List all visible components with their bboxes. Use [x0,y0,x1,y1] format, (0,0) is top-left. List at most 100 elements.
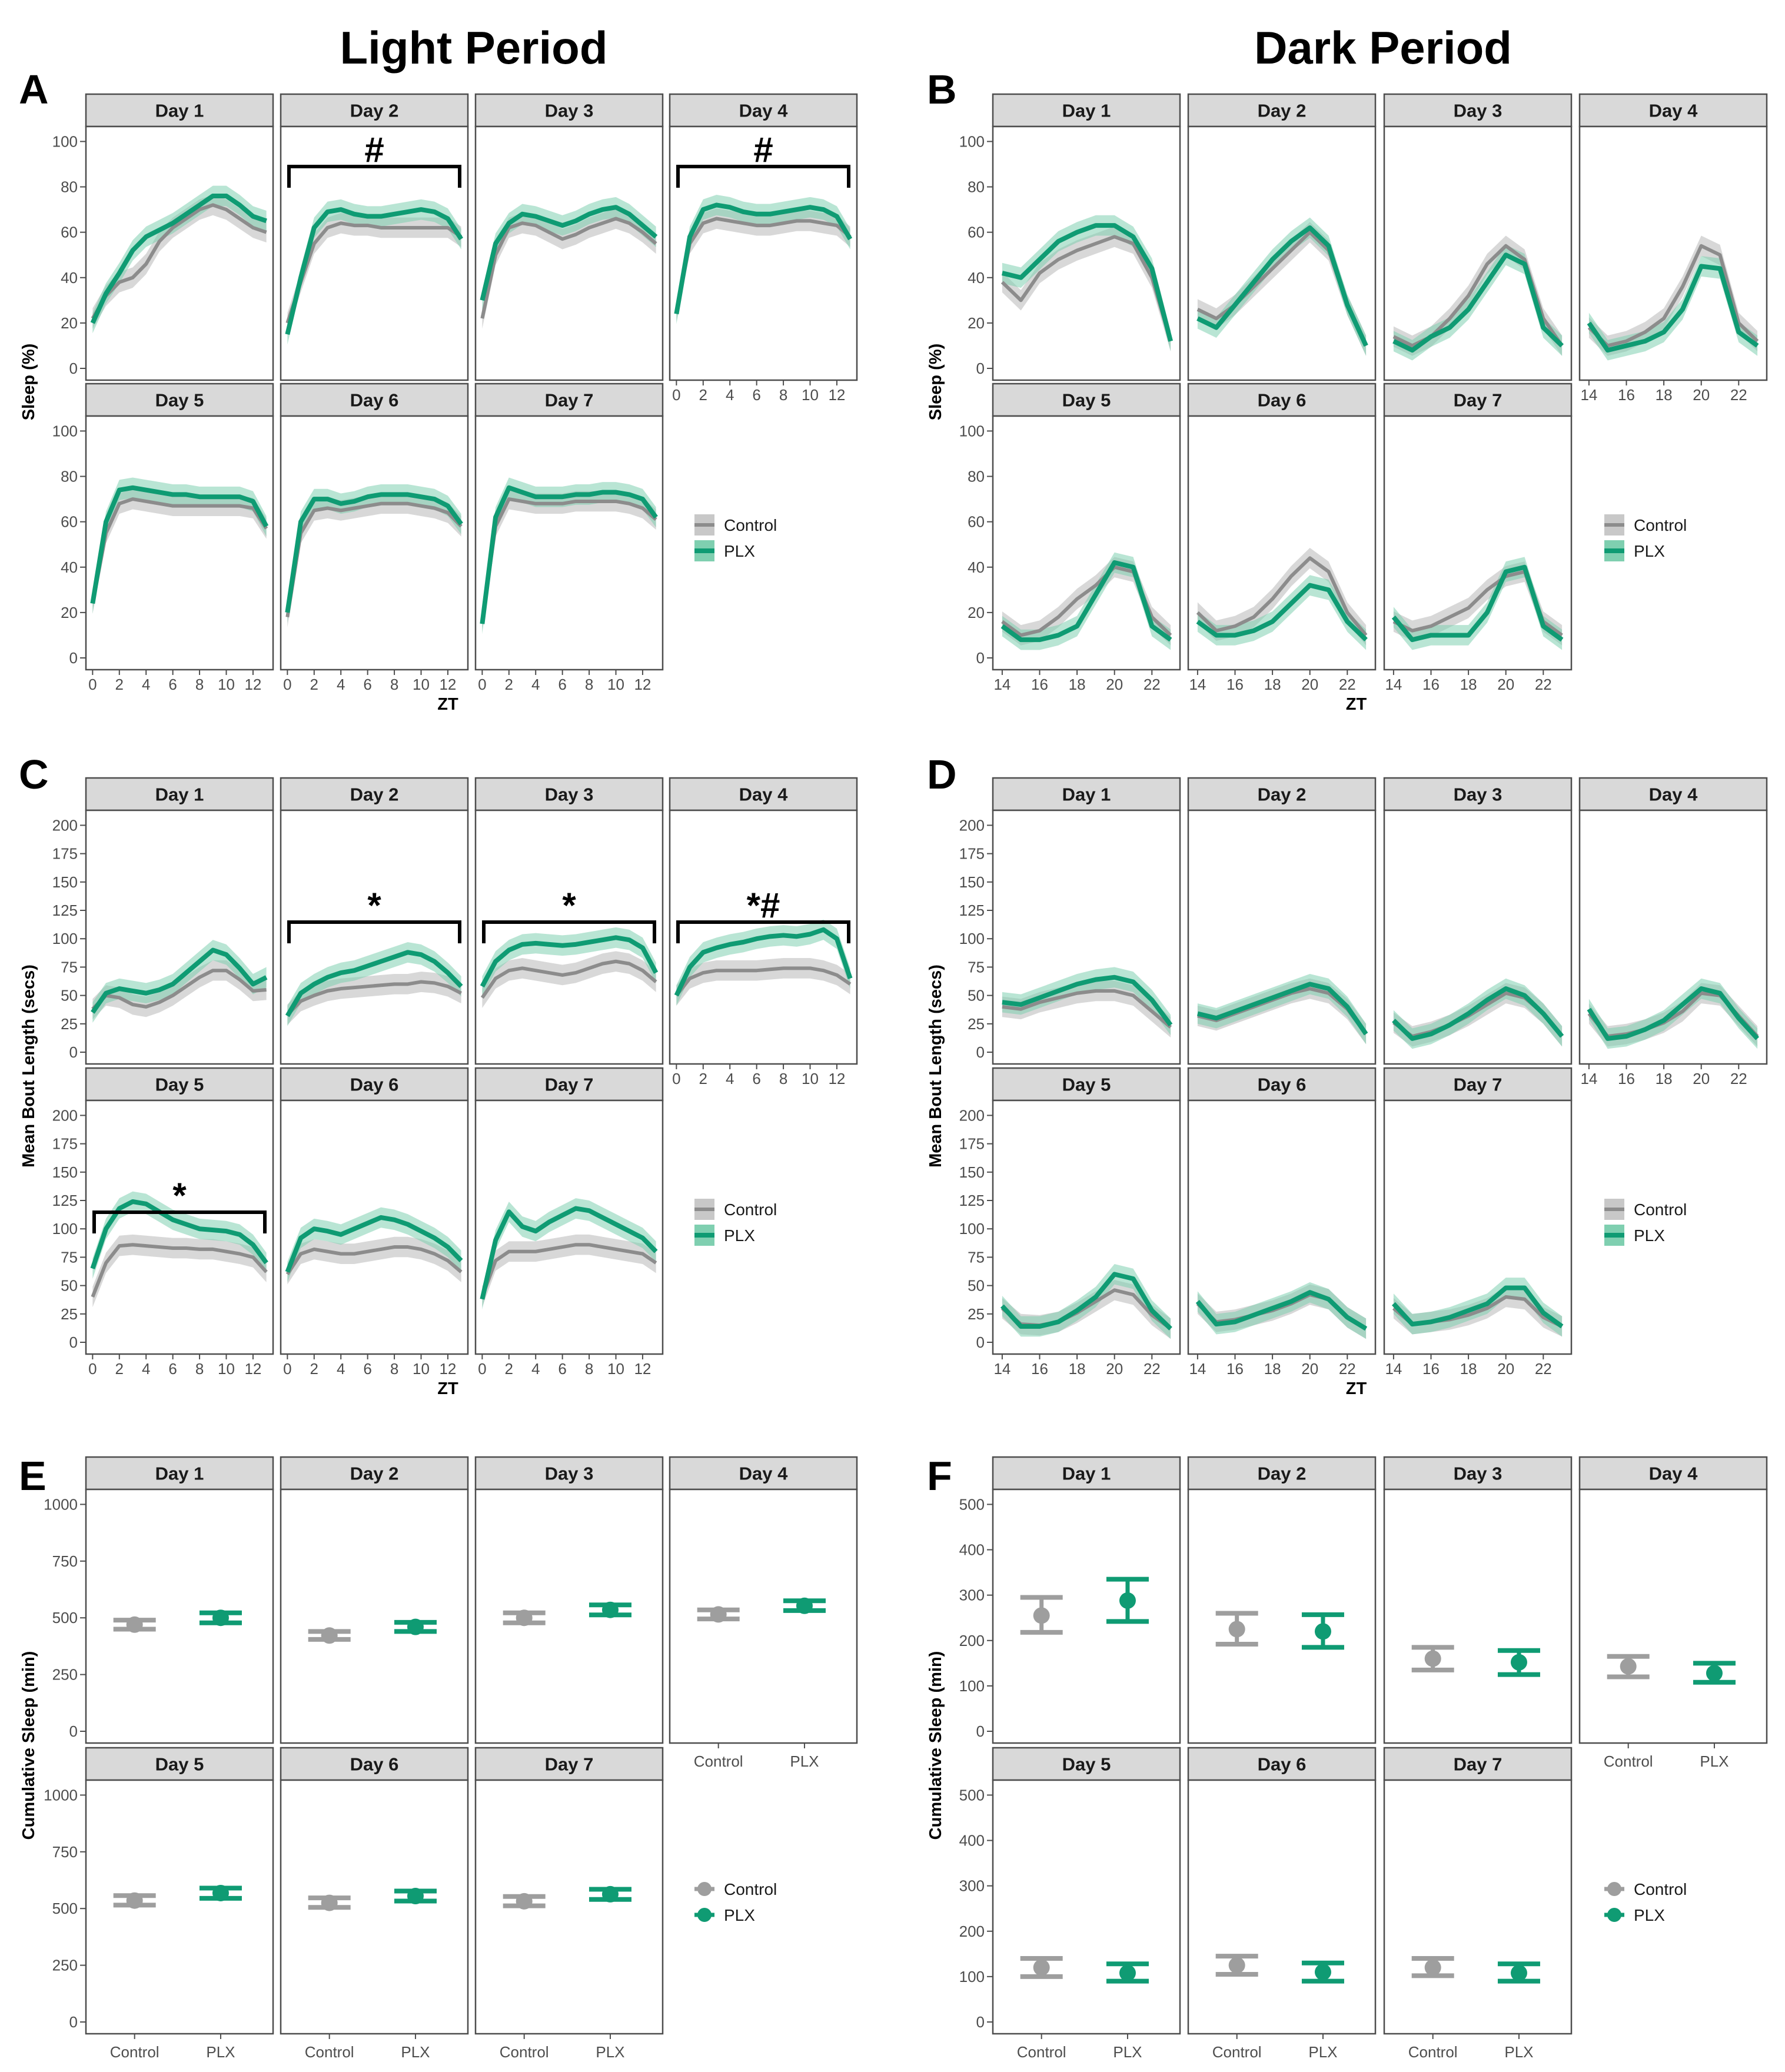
facet-strip [992,777,1181,811]
x-tick-label: 6 [168,1360,177,1378]
facet-strip [1187,777,1377,811]
x-tick-label: PLX [401,2043,430,2061]
y-tick-label: 50 [61,1277,78,1295]
facet-strip-label: Day 3 [1454,101,1503,121]
facet-strip-label: Day 6 [1258,1754,1307,1775]
y-tick-label: 75 [968,1248,985,1266]
significance-marker: # [753,130,773,169]
x-tick-label: 8 [779,1070,787,1087]
panel-letter-d: D [927,751,957,797]
plx-line [1000,560,1172,643]
facet-strip [280,1456,469,1491]
control-line [480,217,657,319]
control-line [1002,989,1172,1029]
plx-line [1196,225,1368,347]
x-tick-label: Control [305,2043,354,2061]
x-tick-label: 2 [505,676,513,693]
legend-plx-label: PLX [724,1906,755,1924]
panel-letter-b: B [927,66,957,112]
x-tick-label: 16 [1226,1360,1244,1378]
y-tick-label: 150 [52,873,78,891]
facet-c-day4: Day 4 0 2 4 6 8 10 12 *# [669,777,858,1087]
panel-letter-c: C [19,751,49,797]
significance-bracket [676,165,850,188]
x-tick-label: 6 [558,676,566,693]
control-line [1000,235,1172,342]
plx-mean-point [212,1884,229,1901]
facet-strip [85,1747,274,1781]
x-tick-label: 22 [1535,676,1552,693]
plx-mean-point [212,1609,229,1627]
facet-panel [669,125,858,381]
y-tick-label: 100 [959,422,985,440]
facet-panel [474,1488,664,1744]
x-tick-label: 14 [993,676,1010,693]
x-tick-label: 6 [363,1360,371,1378]
x-tick-label: 6 [558,1360,566,1378]
facet-d-day4: Day 4 14 16 18 20 22 [1578,777,1768,1087]
control-line [1196,556,1368,637]
facet-strip-label: Day 5 [155,1754,204,1775]
plx-mean-point [1314,1964,1331,1981]
y-tick-label: 0 [69,1722,78,1740]
x-tick-label: 20 [1497,676,1514,693]
facet-a-day5: Day 5 0 20 40 60 80 100 0 2 4 6 8 10 12 [52,383,274,693]
control-mean-point [1424,1650,1441,1667]
x-tick-label: 0 [88,1360,97,1378]
facet-strip-label: Day 4 [739,101,788,121]
plx-line [1000,1272,1172,1331]
plx-mean-point [1706,1665,1723,1682]
y-tick-label: 0 [69,1043,78,1061]
x-tick-label: 12 [634,1360,651,1378]
facet-panel [85,809,274,1065]
y-tick-label: 40 [61,269,78,287]
legend-a: Control PLX [694,514,777,561]
x-tick-label: 4 [726,1070,734,1087]
facet-d-day1: Day 1 0 25 50 75 100 125 150 175 200 [959,777,1181,1065]
control-line [286,980,463,1016]
y-tick-label: 100 [52,422,78,440]
plx-ribbon [482,477,656,634]
x-tick-label: PLX [790,1752,819,1770]
plx-line [90,1199,268,1269]
significance-marker: * [172,1176,187,1215]
panel-letter-e: E [19,1453,46,1499]
control-mean-point [126,1616,143,1633]
plx-mean-point [1119,1964,1136,1981]
plx-line [480,935,659,988]
x-tick-label: 22 [1339,1360,1356,1378]
x-tick-label: 8 [779,386,787,404]
x-tick-label: 6 [363,676,371,693]
y-tick-label: 200 [959,1923,985,1940]
facet-strip-label: Day 2 [1258,784,1307,805]
legend-control-label: Control [724,516,777,534]
legend-control-label: Control [1634,1200,1687,1219]
y-tick-label: 250 [52,1957,78,1974]
facet-strip [474,93,664,128]
plx-line [91,947,268,1014]
facet-strip-label: Day 6 [1258,1075,1307,1095]
facet-b-day1: Day 1 0 20 40 60 80 100 [959,93,1181,381]
x-tick-label: 12 [439,1360,456,1378]
plx-line [1195,1290,1368,1331]
x-tick-label: 4 [726,386,734,404]
y-tick-label: 60 [61,513,78,531]
facet-c-day1: Day 1 0 25 50 75 100 125 150 175 200 [52,777,274,1065]
facet-strip [280,1747,469,1781]
x-axis-title: ZT [1346,695,1367,714]
facet-strip [85,93,274,128]
plx-line [480,205,658,301]
x-tick-label: 10 [802,386,819,404]
y-tick-label: 80 [968,468,985,485]
significance-marker: * [562,886,576,925]
x-tick-label: 10 [802,1070,819,1087]
y-tick-label: 75 [968,958,985,976]
y-tick-label: 200 [959,1106,985,1124]
y-tick-label: 100 [959,1220,985,1238]
plx-line [285,492,463,613]
legend-plx-label: PLX [1634,1226,1665,1245]
facet-b-day3: Day 3 [1383,93,1573,381]
facet-strip-label: Day 5 [155,1075,204,1095]
facet-strip [280,777,469,811]
y-tick-label: 500 [959,1786,985,1804]
